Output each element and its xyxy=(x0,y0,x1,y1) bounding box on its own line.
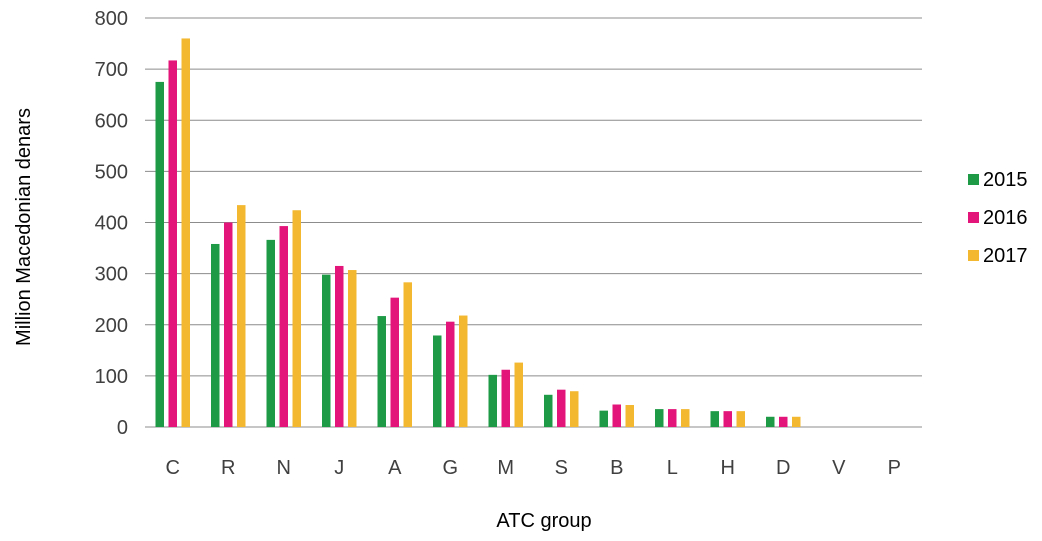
bar-2016-D xyxy=(779,416,788,427)
bar-2016-S xyxy=(557,389,566,427)
legend-swatch-2015 xyxy=(968,174,979,185)
y-axis-title: Million Macedonian denars xyxy=(13,108,35,346)
legend-label: 2017 xyxy=(983,245,1028,267)
x-tick-label: N xyxy=(277,457,291,479)
bar-2017-C xyxy=(181,38,190,427)
bar-2016-B xyxy=(612,404,621,427)
bar-2017-R xyxy=(237,205,246,427)
bar-2015-R xyxy=(211,243,220,427)
x-tick-label: L xyxy=(667,457,678,479)
legend-label: 2016 xyxy=(983,207,1028,229)
y-tick-label: 300 xyxy=(95,264,128,286)
x-axis-title: ATC group xyxy=(496,510,591,532)
x-tick-label: S xyxy=(555,457,568,479)
y-tick-label: 400 xyxy=(95,213,128,235)
x-tick-label: R xyxy=(221,457,235,479)
bar-2016-G xyxy=(446,321,455,427)
gridlines xyxy=(145,17,922,428)
x-tick-label: G xyxy=(442,457,458,479)
bar-2016-R xyxy=(224,222,233,427)
bar-2017-D xyxy=(792,416,801,427)
x-tick-label: C xyxy=(166,457,180,479)
bar-2015-H xyxy=(710,411,719,427)
x-tick-label: M xyxy=(497,457,514,479)
bar-2016-N xyxy=(279,226,288,427)
bar-2017-M xyxy=(514,362,523,427)
bar-2015-B xyxy=(599,410,608,427)
bar-2015-A xyxy=(377,316,386,427)
x-tick-label: V xyxy=(832,457,846,479)
y-tick-label: 200 xyxy=(95,315,128,337)
bar-2015-J xyxy=(322,274,331,427)
legend-swatch-2016 xyxy=(968,212,979,223)
bar-2015-S xyxy=(544,394,553,427)
bar-2017-B xyxy=(625,405,634,427)
y-tick-label: 600 xyxy=(95,110,128,132)
legend-swatch-2017 xyxy=(968,250,979,261)
bar-2016-H xyxy=(723,411,732,427)
bar-2016-L xyxy=(668,409,677,427)
bar-2017-L xyxy=(681,409,690,427)
bar-2015-N xyxy=(266,239,275,427)
y-axis-tick-labels: 0 100 200 300 400 500 600 700 800 xyxy=(95,8,128,439)
x-tick-label: A xyxy=(388,457,402,479)
bar-2017-N xyxy=(292,210,301,427)
bar-2015-D xyxy=(766,416,775,427)
bar-2016-C xyxy=(168,60,177,428)
bar-2017-H xyxy=(736,411,745,427)
y-tick-label: 0 xyxy=(117,417,128,439)
x-tick-label: D xyxy=(776,457,790,479)
bar-2015-G xyxy=(433,335,442,427)
bar-2016-M xyxy=(501,369,510,427)
y-tick-label: 100 xyxy=(95,366,128,388)
bar-2015-C xyxy=(155,81,164,427)
bars xyxy=(155,38,801,428)
legend: 2015 2016 2017 xyxy=(968,169,1028,267)
bar-2017-S xyxy=(570,391,579,427)
x-tick-label: B xyxy=(610,457,623,479)
bar-2016-A xyxy=(390,297,399,427)
x-tick-label: H xyxy=(721,457,735,479)
bar-2016-J xyxy=(335,265,344,427)
x-tick-label: P xyxy=(888,457,901,479)
bar-2015-M xyxy=(488,374,497,427)
bar-2017-J xyxy=(348,270,357,427)
y-tick-label: 700 xyxy=(95,59,128,81)
bar-2017-A xyxy=(403,282,412,427)
bar-2015-L xyxy=(655,409,664,427)
legend-label: 2015 xyxy=(983,169,1028,191)
y-tick-label: 500 xyxy=(95,161,128,183)
x-tick-label: J xyxy=(334,457,344,479)
y-tick-label: 800 xyxy=(95,8,128,30)
bar-2017-G xyxy=(459,315,468,427)
